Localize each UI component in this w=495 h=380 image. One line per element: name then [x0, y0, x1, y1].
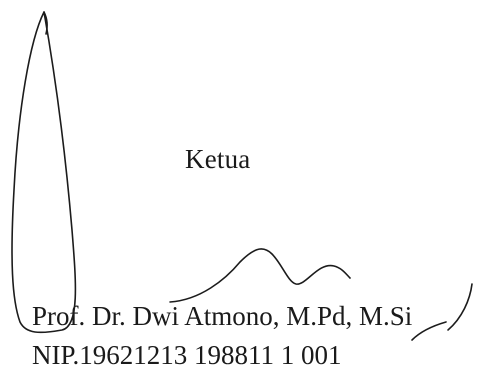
signatory-nip: NIP.19621213 198811 1 001: [32, 340, 342, 370]
signatory-role: Ketua: [185, 144, 251, 174]
signatory-name: Prof. Dr. Dwi Atmono, M.Pd, M.Si: [32, 301, 413, 331]
